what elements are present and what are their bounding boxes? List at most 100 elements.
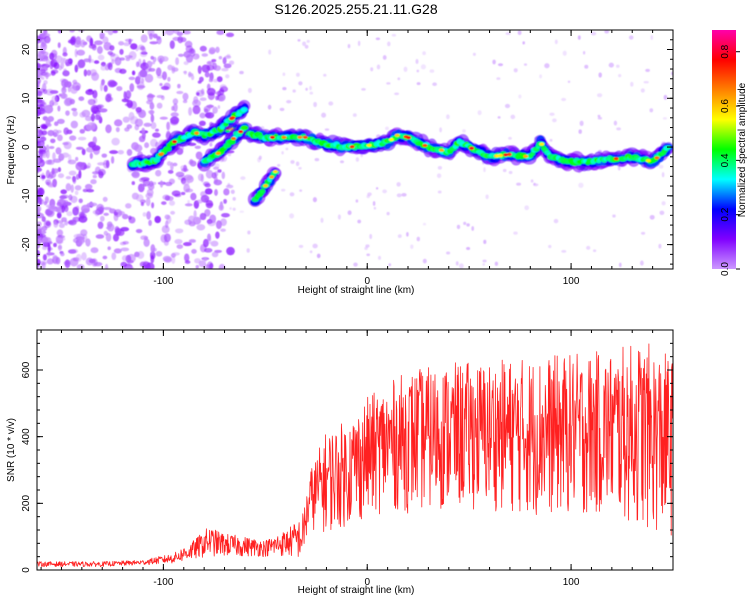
spectral-cell bbox=[148, 66, 152, 72]
spectral-cell bbox=[171, 190, 181, 197]
spectral-cell bbox=[183, 174, 193, 181]
spectral-cell bbox=[163, 233, 171, 243]
spectral-cell bbox=[552, 118, 557, 123]
spectral-cell bbox=[70, 36, 76, 46]
spectral-cell bbox=[617, 165, 621, 171]
spectral-cell bbox=[386, 211, 390, 216]
spectral-cell bbox=[193, 210, 197, 219]
spectral-cell bbox=[267, 104, 272, 110]
spectral-cell bbox=[222, 57, 227, 65]
spectral-cell bbox=[114, 56, 122, 66]
spectral-cell bbox=[40, 236, 50, 244]
spectral-cell bbox=[70, 120, 79, 129]
spectral-cell bbox=[105, 159, 110, 169]
spectral-cell bbox=[103, 212, 109, 216]
spectral-cell bbox=[240, 176, 246, 180]
spectral-cell bbox=[40, 50, 46, 54]
spectral-cell bbox=[87, 98, 96, 106]
spectral-cell bbox=[172, 36, 181, 41]
spectral-cell bbox=[188, 239, 196, 243]
spectral-cell bbox=[78, 198, 83, 204]
spectral-cell bbox=[645, 159, 651, 163]
spectral-cell bbox=[196, 224, 206, 231]
spectral-cell bbox=[321, 112, 327, 118]
spectral-cell bbox=[503, 153, 509, 157]
spectral-cell bbox=[37, 204, 40, 212]
spectral-cell bbox=[56, 212, 62, 219]
spectral-cell bbox=[40, 42, 48, 52]
spectral-cell bbox=[215, 91, 221, 95]
spectral-cell bbox=[309, 91, 314, 95]
spectral-cell bbox=[121, 255, 129, 262]
spectral-cell bbox=[65, 183, 72, 192]
spectral-cell bbox=[46, 258, 54, 265]
spectral-cell bbox=[508, 136, 512, 140]
spectral-cell bbox=[47, 204, 57, 211]
spectral-cell bbox=[98, 108, 108, 113]
spectral-cell bbox=[650, 35, 654, 40]
spectral-cell bbox=[281, 135, 287, 139]
spectral-cell bbox=[194, 258, 201, 264]
spectral-cell bbox=[178, 53, 184, 57]
spectral-cell bbox=[112, 233, 120, 242]
spectral-cell bbox=[618, 262, 622, 268]
spectral-cell bbox=[200, 173, 204, 183]
spectral-cell bbox=[89, 69, 97, 77]
spectral-cell bbox=[422, 222, 427, 226]
spectral-cell bbox=[96, 46, 103, 54]
spectral-cell bbox=[128, 112, 135, 121]
spectral-cell bbox=[83, 58, 91, 63]
spectral-cell bbox=[99, 82, 104, 92]
spectral-cell bbox=[422, 51, 426, 56]
spectral-cell bbox=[238, 130, 244, 134]
spectral-cell bbox=[76, 49, 86, 56]
spectral-cell bbox=[416, 236, 421, 242]
spectral-cell bbox=[297, 135, 303, 139]
spectral-cell bbox=[121, 213, 129, 220]
spectral-cell bbox=[192, 99, 201, 107]
spectral-cell bbox=[328, 101, 334, 106]
spectral-cell bbox=[598, 72, 602, 78]
spectral-cell bbox=[75, 253, 82, 262]
spectral-cell bbox=[148, 180, 154, 187]
spectral-cell bbox=[183, 51, 191, 58]
spectral-cell bbox=[539, 74, 543, 79]
spectral-cell bbox=[219, 84, 227, 90]
spectral-cell bbox=[485, 194, 489, 200]
spectral-cell bbox=[76, 236, 85, 246]
spectral-cell bbox=[45, 179, 52, 186]
spectral-cell bbox=[42, 254, 47, 261]
spectral-cell bbox=[109, 45, 115, 51]
spectral-cell bbox=[352, 113, 357, 117]
spectral-cell bbox=[612, 214, 616, 218]
spectral-cell bbox=[347, 210, 352, 215]
spectral-cell bbox=[391, 33, 397, 37]
spectral-cell bbox=[215, 95, 219, 101]
spectral-cell bbox=[182, 99, 188, 104]
spectral-cell bbox=[539, 142, 545, 146]
spectral-cell bbox=[215, 151, 221, 155]
spectral-cell bbox=[135, 194, 144, 202]
spectral-cell bbox=[142, 212, 147, 217]
spectral-cell bbox=[146, 60, 153, 68]
spectral-cell bbox=[221, 67, 229, 72]
snr-y-axis-label: SNR (10 * v/v) bbox=[6, 418, 17, 482]
colorbar-label: Normalized spectral amplitude bbox=[737, 82, 748, 217]
spectral-cell bbox=[309, 85, 312, 91]
spectral-cell bbox=[382, 189, 387, 194]
spectral-cell bbox=[459, 263, 464, 269]
spectral-cell bbox=[239, 70, 244, 75]
spectral-cell bbox=[640, 88, 645, 93]
spectral-cell bbox=[37, 129, 44, 137]
spectral-cell bbox=[403, 66, 408, 72]
spectral-cell bbox=[124, 103, 132, 107]
spectral-cell bbox=[578, 129, 582, 134]
spectral-cell bbox=[198, 260, 207, 268]
spectral-cell bbox=[119, 68, 127, 74]
spectral-cell bbox=[60, 189, 67, 195]
spectral-cell bbox=[140, 77, 145, 84]
spectral-cell bbox=[137, 71, 142, 80]
spectral-cell bbox=[217, 105, 221, 109]
spectral-cell bbox=[296, 72, 300, 77]
spectral-cell bbox=[115, 227, 122, 236]
